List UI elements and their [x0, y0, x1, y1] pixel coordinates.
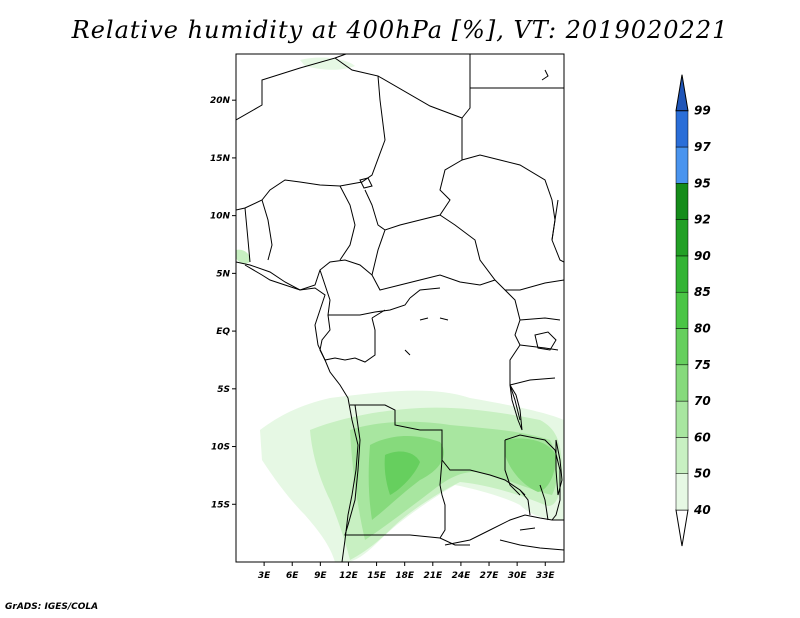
colorbar-segment — [675, 473, 689, 511]
colorbar-label: 92 — [694, 213, 711, 227]
country-boundaries — [236, 54, 564, 551]
boundary-line — [504, 434, 561, 521]
colorbar-segment — [675, 328, 689, 366]
colorbar-label: 80 — [694, 322, 711, 336]
humidity-region-west — [236, 249, 251, 264]
boundary-line — [461, 54, 564, 119]
boundary-line — [371, 287, 441, 319]
lon-tick-label: 18E — [395, 571, 415, 581]
latitude-axis: 20N 15N 10N 5N EQ 5S 10S 15S — [210, 96, 236, 510]
lon-tick-label: 24E — [452, 571, 472, 581]
boundary-line — [339, 185, 356, 261]
lat-tick-label: EQ — [216, 327, 230, 337]
lake-chad — [359, 177, 373, 189]
boundary-line — [319, 269, 411, 316]
humidity-region-north — [300, 57, 355, 70]
colorbar-label: 50 — [694, 467, 711, 481]
nile-detail — [541, 69, 559, 241]
colorbar-label: 97 — [694, 140, 711, 154]
lat-tick-label: 15N — [210, 154, 231, 164]
coastline — [236, 69, 563, 562]
lat-tick-label: 10S — [211, 443, 230, 453]
lon-tick-label: 6E — [286, 571, 299, 581]
lon-tick-label: 30E — [508, 571, 528, 581]
lat-tick-label: 20N — [210, 96, 231, 106]
boundary-line — [350, 404, 526, 496]
humidity-region-peak — [384, 451, 420, 495]
colorbar-label: 85 — [694, 285, 711, 299]
colorbar-label: 40 — [693, 503, 711, 517]
boundary-line — [519, 489, 531, 516]
colorbar-label: 70 — [694, 394, 711, 408]
colorbar-label: 99 — [694, 104, 711, 118]
lon-tick-label: 9E — [314, 571, 327, 581]
colorbar-segment — [675, 291, 689, 329]
colorbar-label: 95 — [694, 176, 711, 190]
lake-tanganyika — [509, 384, 523, 431]
boundary-line — [504, 440, 549, 521]
lat-tick-label: 10N — [210, 212, 231, 222]
colorbar-top-arrow — [675, 74, 689, 112]
lake-malawi — [555, 439, 563, 496]
lon-tick-label: 33E — [536, 571, 556, 581]
boundary-line — [344, 404, 470, 546]
lon-tick-label: 3E — [258, 571, 271, 581]
boundary-line — [371, 274, 496, 291]
boundary-line — [439, 459, 446, 539]
colorbar-label: 60 — [694, 430, 711, 444]
colorbar-segment — [675, 110, 689, 148]
boundary-line — [439, 214, 564, 291]
colorbar-label: 90 — [694, 249, 711, 263]
boundary-line — [444, 514, 564, 546]
colorbar-segment — [675, 183, 689, 220]
coastline-west — [236, 261, 359, 562]
river-detail — [404, 317, 536, 531]
colorbar-segment — [675, 255, 689, 293]
colorbar-segment — [675, 219, 689, 257]
humidity-region-core2 — [505, 438, 556, 492]
longitude-axis: 3E 6E 9E 12E 15E 18E 21E 24E 27E 30E 33E — [258, 562, 556, 581]
lon-tick-label: 12E — [339, 571, 359, 581]
lon-tick-label: 21E — [423, 571, 443, 581]
lon-tick-label: 15E — [367, 571, 387, 581]
colorbar-bottom-arrow — [675, 509, 689, 547]
colorbar-label: 75 — [694, 358, 711, 372]
colorbar-segment — [675, 400, 689, 438]
colorbar-segment — [675, 146, 689, 184]
lat-tick-label: 5S — [217, 385, 230, 395]
colorbar: 40 50 60 70 75 80 85 90 92 95 97 99 — [675, 74, 711, 547]
lat-tick-label: 15S — [211, 500, 230, 510]
map-frame — [235, 53, 565, 563]
lon-tick-label: 27E — [480, 571, 500, 581]
credit-label: GrADS: IGES/COLA — [5, 602, 99, 612]
lake-victoria — [534, 331, 557, 351]
colorbar-segment — [675, 437, 689, 474]
colorbar-segment — [675, 364, 689, 402]
boundary-line — [509, 317, 561, 386]
map-title: Relative humidity at 400hPa [%], VT: 201… — [71, 16, 729, 44]
boundary-line — [244, 229, 386, 291]
lat-tick-label: 5N — [216, 269, 230, 279]
boundary-line — [461, 154, 564, 263]
boundary-line — [499, 539, 564, 551]
boundary-line — [319, 314, 376, 363]
boundary-line — [244, 199, 273, 263]
boundary-line — [236, 57, 386, 211]
boundary-line — [334, 54, 463, 231]
